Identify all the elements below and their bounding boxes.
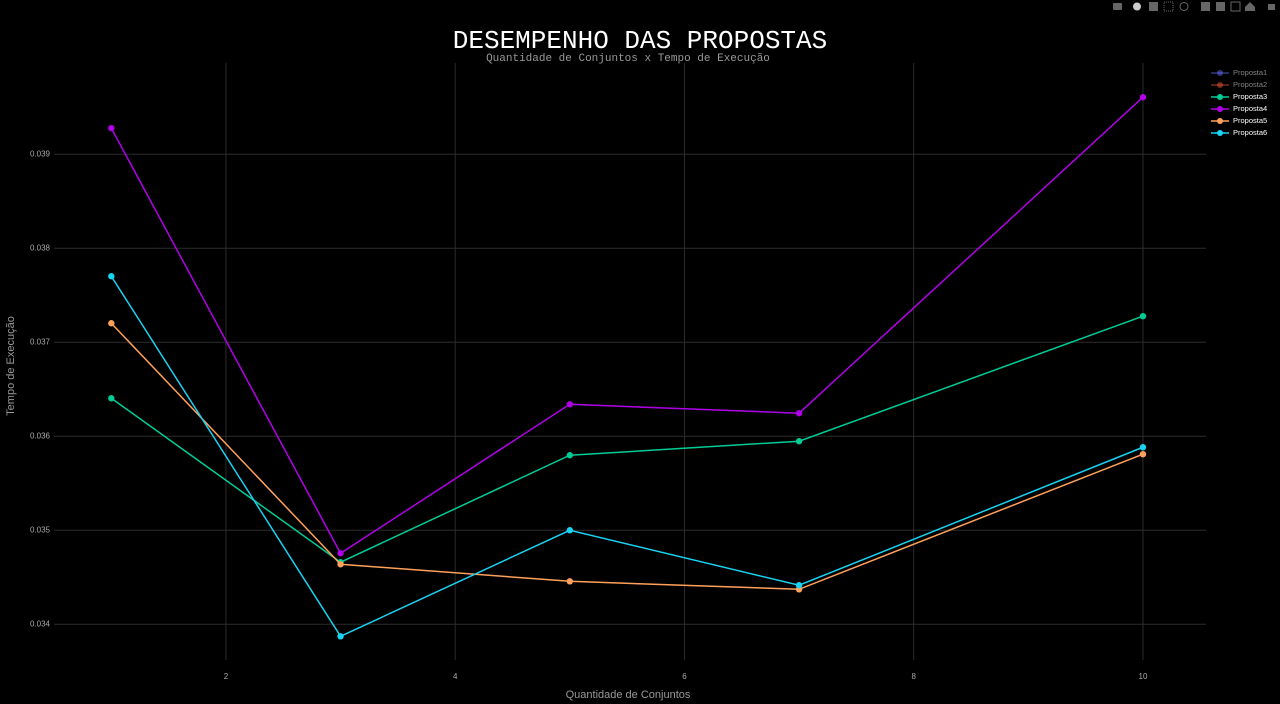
autoscale-icon[interactable] [1230, 1, 1241, 12]
legend-marker [1217, 118, 1223, 124]
data-point [337, 550, 344, 557]
legend-label[interactable]: Proposta3 [1233, 92, 1267, 101]
zoom-out-icon[interactable] [1216, 2, 1225, 11]
data-point [566, 527, 574, 534]
data-point [566, 578, 574, 585]
data-point [1139, 94, 1147, 101]
legend-marker [1217, 94, 1223, 100]
legend-marker [1217, 130, 1223, 136]
x-axis-label: Quantidade de Conjuntos [566, 689, 691, 701]
x-tick-label: 2 [224, 672, 229, 681]
y-tick-label: 0.038 [30, 243, 51, 252]
series-line [110, 322, 1144, 591]
x-tick-label: 6 [682, 672, 687, 681]
zoom-icon[interactable] [1133, 2, 1141, 11]
data-point [1139, 450, 1147, 458]
y-tick-label: 0.034 [30, 619, 51, 628]
pan-icon[interactable] [1149, 2, 1158, 11]
data-point [1139, 312, 1147, 320]
legend-marker [1217, 82, 1223, 88]
select-icon[interactable] [1163, 1, 1174, 12]
lasso-icon[interactable] [1179, 2, 1189, 11]
x-tick-label: 8 [911, 672, 916, 681]
camera-icon[interactable] [1113, 3, 1122, 10]
y-tick-label: 0.037 [30, 337, 51, 346]
data-point [108, 124, 115, 132]
series-line [110, 275, 1144, 638]
x-tick-label: 4 [453, 672, 458, 681]
data-point [108, 273, 115, 280]
data-point [108, 395, 115, 402]
data-point [795, 582, 803, 589]
zoom-in-icon[interactable] [1201, 2, 1210, 11]
y-axis-label: Tempo de Execução [5, 316, 17, 416]
home-icon[interactable] [1245, 2, 1255, 11]
data-point [337, 561, 344, 568]
data-point [795, 438, 803, 445]
x-tick-label: 10 [1139, 672, 1148, 681]
data-point [108, 320, 115, 327]
y-tick-label: 0.039 [30, 149, 51, 158]
data-point [337, 633, 344, 640]
toolbar [1113, 1, 1275, 12]
series-line [110, 315, 1144, 564]
data-point [566, 401, 574, 408]
legend-label[interactable]: Proposta5 [1233, 116, 1267, 125]
legend-label[interactable]: Proposta2 [1233, 80, 1267, 89]
data-point [1139, 444, 1147, 451]
chart-subtitle: Quantidade de Conjuntos x Tempo de Execu… [486, 53, 770, 65]
legend-marker [1217, 106, 1223, 112]
plotly-logo[interactable] [1268, 4, 1275, 10]
data-point [795, 410, 803, 417]
data-point [566, 452, 574, 459]
legend-marker [1217, 70, 1223, 76]
y-tick-label: 0.035 [30, 525, 51, 534]
y-tick-label: 0.036 [30, 431, 51, 440]
legend-label[interactable]: Proposta6 [1233, 128, 1267, 137]
chart-title: DESEMPENHO DAS PROPOSTAS [453, 26, 827, 56]
legend-label[interactable]: Proposta1 [1233, 68, 1267, 77]
legend-label[interactable]: Proposta4 [1233, 104, 1267, 113]
